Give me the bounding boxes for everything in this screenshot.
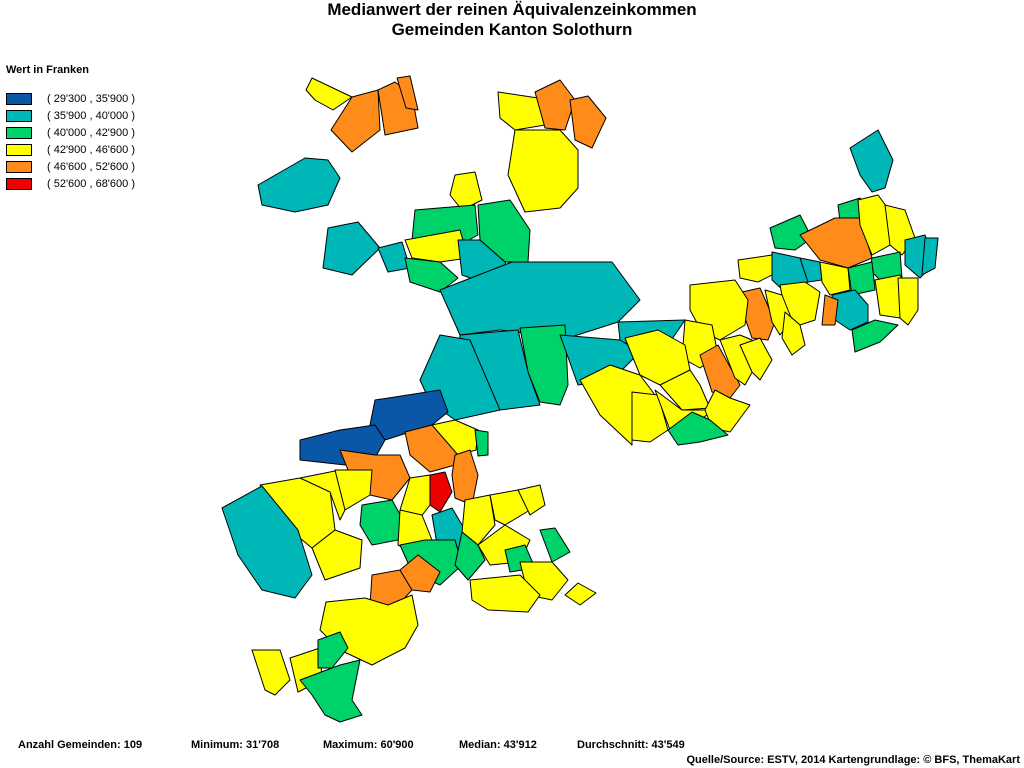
municipality-area [659,369,711,411]
municipality-area [851,319,899,353]
municipality-area [819,261,851,296]
stat-minimum: Minimum: 31'708 [191,739,280,751]
municipality-area [897,277,919,326]
legend-label: ( 46'600 , 52'600 ) [47,160,135,173]
municipality-area [404,229,469,263]
legend-swatch [6,177,32,190]
map-title: Medianwert der reinen Äquivalenzeinkomme… [0,0,1024,40]
legend-swatch [6,109,32,122]
legend-swatch [6,143,32,156]
municipality-area [699,344,741,399]
municipality-area [739,337,773,381]
municipality-area [559,334,641,386]
municipality-area [769,214,813,251]
municipality-area [399,474,431,519]
stat-count: Anzahl Gemeinden: 109 [18,739,143,751]
municipality-area [454,531,486,581]
municipality-area [251,649,291,696]
municipality-area [569,95,607,149]
municipality-area [322,221,381,276]
municipality-area [831,289,869,331]
municipality-area [489,489,531,526]
municipality-area [497,91,546,131]
municipality-area [311,529,363,581]
municipality-area [404,257,459,293]
legend-swatch [6,92,32,105]
municipality-area [334,469,373,511]
source-note: Quelle/Source: ESTV, 2014 Kartengrundlag… [686,754,1020,766]
municipality-area [221,485,313,599]
legend-item: ( 42'900 , 46'600 ) [6,141,135,158]
municipality-area [704,389,751,433]
statistics-bar: Anzahl Gemeinden: 109 Minimum: 31'708 Ma… [0,739,1024,753]
municipality-area [474,429,489,457]
legend-label: ( 42'900 , 46'600 ) [47,143,135,156]
stat-maximum: Maximum: 60'900 [323,739,414,751]
legend-label: ( 52'600 , 68'600 ) [47,177,135,190]
municipality-area [667,411,729,446]
municipality-area [461,494,496,546]
municipality-area [330,89,381,153]
municipality-area [377,241,411,273]
municipality-area [781,311,806,356]
municipality-area [821,294,839,326]
legend-item: ( 29'300 , 35'900 ) [6,90,135,107]
municipality-area [849,129,894,193]
legend-swatch [6,126,32,139]
municipality-area [517,484,546,516]
municipality-area [396,75,419,111]
municipality-area [631,391,669,443]
municipality-area [564,582,597,606]
municipality-area [507,129,579,213]
municipality-area [399,554,441,593]
legend-items: ( 29'300 , 35'900 ) ( 35'900 , 40'000 ) ( … [6,90,135,192]
legend-title: Wert in Franken [6,64,89,76]
legend-item: ( 52'600 , 68'600 ) [6,175,135,192]
map-title-line2: Gemeinden Kanton Solothurn [391,20,633,39]
municipality-area [429,471,453,513]
municipality-area [359,499,403,546]
municipality-area [299,659,363,723]
stat-median: Median: 43'912 [459,739,537,751]
municipality-area [737,254,783,283]
municipality-area [451,449,479,506]
legend-swatch [6,160,32,173]
legend-item: ( 46'600 , 52'600 ) [6,158,135,175]
legend-item: ( 35'900 , 40'000 ) [6,107,135,124]
municipality-area [317,631,349,669]
municipality-area [539,527,571,563]
legend-item: ( 40'000 , 42'900 ) [6,124,135,141]
municipality-area [847,261,876,296]
legend: Wert in Franken ( 29'300 , 35'900 ) ( 35'… [6,64,135,192]
municipality-area [305,77,353,111]
map-title-line1: Medianwert der reinen Äquivalenzeinkomme… [327,0,697,19]
municipalities [221,75,939,723]
legend-label: ( 35'900 , 40'000 ) [47,109,135,122]
legend-label: ( 40'000 , 42'900 ) [47,126,135,139]
municipality-area [257,157,341,213]
municipality-area [921,237,939,276]
municipality-area [469,574,541,613]
stat-average: Durchschnitt: 43'549 [577,739,685,751]
municipality-area [449,171,483,211]
legend-label: ( 29'300 , 35'900 ) [47,92,135,105]
municipality-area [534,79,576,131]
